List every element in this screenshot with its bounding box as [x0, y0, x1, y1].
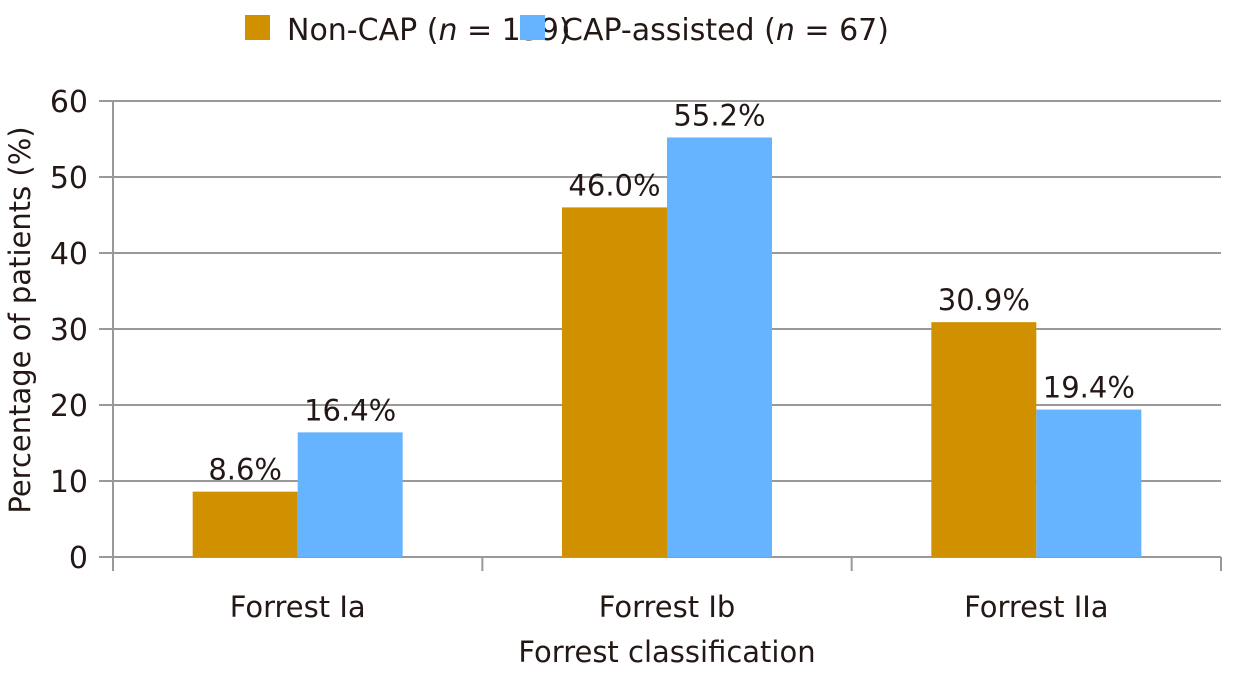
bar [931, 322, 1037, 557]
x-tick-label: Forrest Ib [599, 590, 736, 624]
y-tick-label: 20 [50, 389, 88, 424]
y-tick-label: 30 [50, 313, 88, 348]
labels: 8.6% 16.4% 46.0% 55.2% 30.9% 19.4% [208, 98, 1135, 486]
bar [1036, 409, 1142, 557]
bar [667, 137, 772, 558]
axes: 0 10 20 30 40 50 60 Forrest Ia Forrest Ib Forrest… [50, 85, 1222, 624]
x-axis-label: Forrest classification [518, 635, 815, 669]
legend-label: Non-CAP (n = 139) [287, 13, 571, 48]
y-tick-label: 10 [50, 465, 88, 500]
data-label: 30.9% [938, 283, 1030, 317]
legend-swatch [245, 15, 270, 40]
y-tick-label: 50 [50, 161, 88, 196]
y-tick-label: 0 [69, 541, 88, 576]
legend-swatch [520, 15, 545, 40]
data-label: 19.4% [1043, 371, 1135, 405]
bars [192, 137, 1142, 558]
y-tick-label: 40 [50, 237, 88, 272]
y-axis-label: Percentage of patients (%) [3, 126, 37, 513]
x-tick-label: Forrest Ia [230, 590, 366, 624]
legend-label: CAP-assisted (n = 67) [562, 13, 889, 48]
legend: Non-CAP (n = 139)CAP-assisted (n = 67) [245, 13, 889, 48]
data-label: 16.4% [304, 393, 396, 427]
bar [297, 432, 403, 557]
y-tick-label: 60 [50, 85, 88, 120]
bar [562, 207, 667, 557]
data-label: 55.2% [673, 98, 765, 132]
data-label: 8.6% [208, 453, 282, 487]
data-label: 46.0% [568, 168, 660, 202]
bar [192, 491, 298, 557]
x-tick-label: Forrest IIa [964, 590, 1109, 624]
